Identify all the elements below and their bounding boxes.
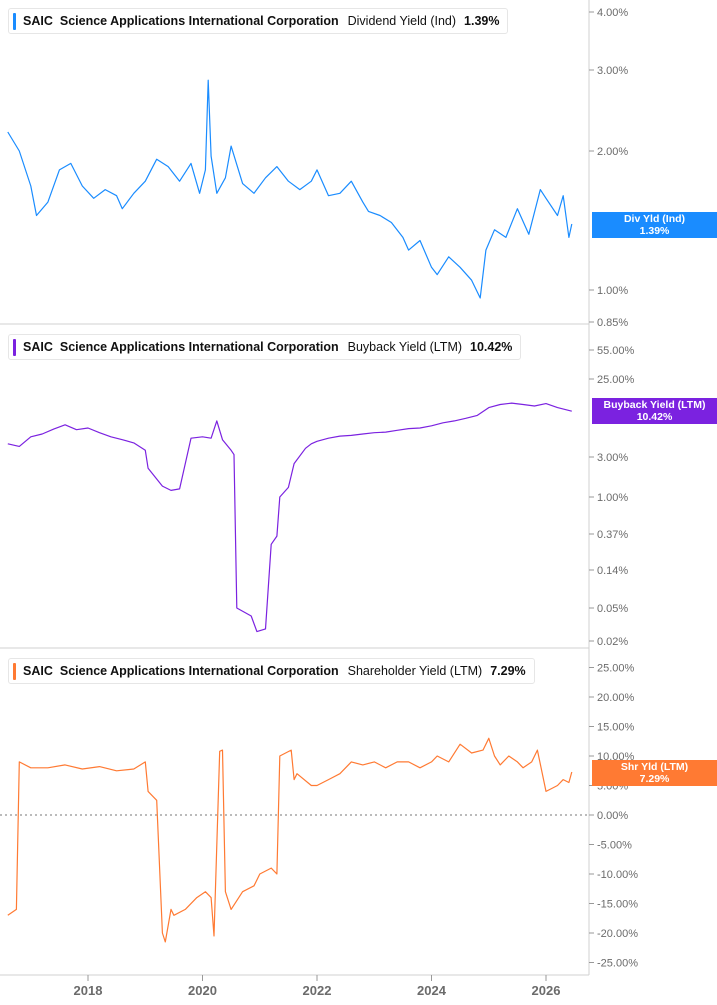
x-tick-label: 2022 [303, 983, 332, 998]
shareholder-yield-legend[interactable]: SAIC Science Applications International … [8, 658, 535, 684]
y-tick-label: 2.00% [597, 146, 628, 158]
y-tick-label: 4.00% [597, 7, 628, 19]
tag-label: Shr Yld (LTM) [620, 761, 689, 773]
dividend-yield-value-tag: Div Yld (Ind) 1.39% [592, 212, 717, 238]
company-name: Science Applications International Corpo… [59, 14, 339, 28]
series-color-marker [13, 12, 16, 30]
y-tick-label: 55.00% [597, 345, 635, 357]
y-tick-label: 15.00% [597, 722, 635, 734]
tag-value: 1.39% [639, 225, 670, 237]
y-tick-label: -5.00% [597, 840, 632, 852]
metric-name: Dividend Yield (Ind) [347, 14, 457, 28]
y-tick-label: -20.00% [597, 928, 638, 940]
series-line [7, 402, 572, 633]
company-name: Science Applications International Corpo… [59, 664, 339, 678]
metric-value: 10.42% [470, 340, 513, 354]
metric-value: 1.39% [464, 14, 500, 28]
ticker-label: SAIC [23, 664, 53, 678]
x-tick-label: 2026 [532, 983, 561, 998]
ticker-label: SAIC [23, 14, 53, 28]
x-tick-label: 2018 [74, 983, 103, 998]
tag-label: Div Yld (Ind) [623, 213, 686, 225]
y-tick-label: -10.00% [597, 869, 638, 881]
metric-name: Buyback Yield (LTM) [347, 340, 463, 354]
ticker-label: SAIC [23, 340, 53, 354]
y-tick-label: -25.00% [597, 958, 638, 970]
y-tick-label: 0.00% [597, 810, 628, 822]
y-tick-label: 3.00% [597, 65, 628, 77]
y-tick-label: -15.00% [597, 899, 638, 911]
y-tick-label: 0.37% [597, 529, 628, 541]
y-tick-label: 25.00% [597, 374, 635, 386]
dividend-yield-legend[interactable]: SAIC Science Applications International … [8, 8, 509, 34]
shareholder-yield-value-tag: Shr Yld (LTM) 7.29% [592, 760, 717, 786]
tag-value: 7.29% [639, 773, 670, 785]
tag-value: 10.42% [636, 411, 673, 423]
y-tick-label: 20.00% [597, 692, 635, 704]
tag-label: Buyback Yield (LTM) [603, 399, 706, 411]
company-name: Science Applications International Corpo… [59, 340, 339, 354]
x-tick-label: 2024 [417, 983, 447, 998]
y-tick-label: 25.00% [597, 663, 635, 675]
y-tick-label: 1.00% [597, 492, 628, 504]
y-tick-label: 0.14% [597, 565, 628, 577]
series-line [7, 737, 573, 943]
y-tick-label: 1.00% [597, 285, 628, 297]
y-tick-label: 0.05% [597, 603, 628, 615]
buyback-yield-value-tag: Buyback Yield (LTM) 10.42% [592, 398, 717, 424]
series-color-marker [13, 662, 16, 680]
y-tick-label: 0.02% [597, 636, 628, 648]
series-color-marker [13, 338, 16, 356]
series-line [7, 79, 573, 299]
buyback-yield-legend[interactable]: SAIC Science Applications International … [8, 334, 522, 360]
metric-name: Shareholder Yield (LTM) [347, 664, 483, 678]
metric-value: 7.29% [490, 664, 526, 678]
y-tick-label: 3.00% [597, 452, 628, 464]
x-tick-label: 2020 [188, 983, 217, 998]
y-tick-label: 0.85% [597, 317, 628, 329]
